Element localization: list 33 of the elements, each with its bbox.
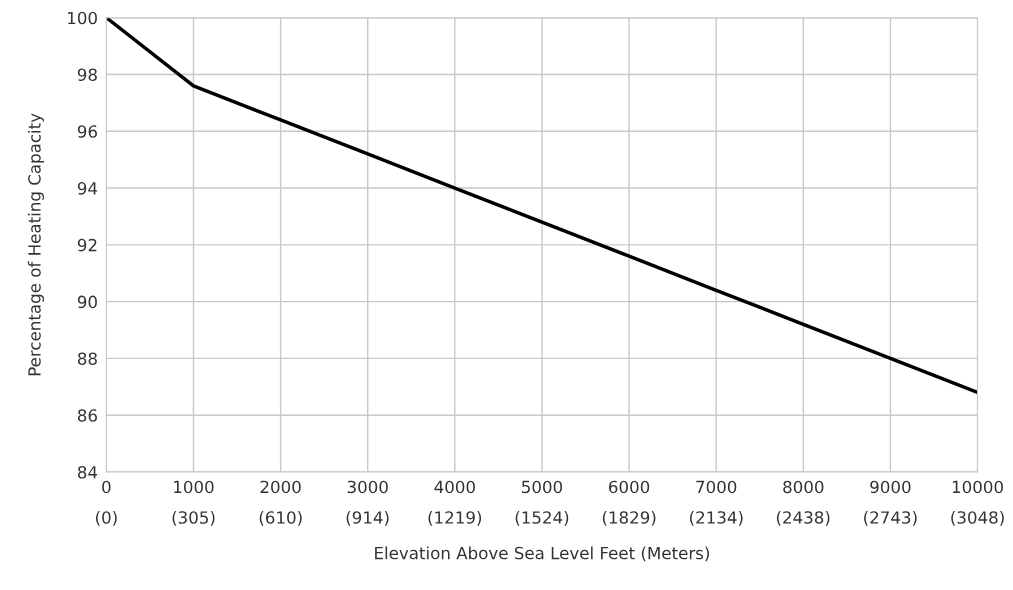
x-tick-label: 5000 — [522, 480, 563, 494]
x2-tick-label: (0) — [95, 510, 117, 526]
x-axis-title: Elevation Above Sea Level Feet (Meters) — [375, 546, 709, 562]
x-tick-label: 2000 — [260, 480, 301, 494]
x2-tick-label: (2134) — [690, 510, 743, 526]
x2-tick-label: (610) — [259, 510, 302, 526]
x-tick-label: 1000 — [174, 480, 214, 494]
y-tick-label: 94 — [77, 182, 98, 195]
x2-tick-label: (3048) — [951, 510, 1004, 526]
x-tick-label: 9000 — [870, 480, 911, 494]
x2-tick-label: (1524) — [515, 510, 569, 526]
x-tick-label: 4000 — [434, 480, 475, 494]
y-tick-label: 96 — [77, 125, 97, 138]
x-tick-label: 0 — [102, 480, 111, 494]
y-tick-label: 86 — [77, 409, 97, 422]
y-tick-label: 92 — [77, 238, 97, 252]
y-tick-label: 98 — [77, 68, 97, 82]
x2-tick-label: (914) — [346, 510, 389, 526]
x2-tick-label: (1219) — [428, 510, 482, 526]
x2-tick-label: (1829) — [602, 510, 656, 526]
y-tick-label: 90 — [77, 295, 97, 309]
x-tick-label: 8000 — [783, 480, 824, 494]
x-tick-label: 3000 — [347, 480, 388, 494]
x2-tick-label: (305) — [172, 510, 215, 526]
x2-tick-label: (2743) — [864, 510, 917, 526]
x2-tick-label: (2438) — [776, 510, 830, 526]
y-tick-label: 100 — [68, 11, 97, 25]
x-tick-label: 6000 — [609, 480, 650, 494]
x-tick-label: 10000 — [952, 480, 1003, 494]
x-tick-label: 7000 — [696, 480, 737, 494]
y-tick-label: 84 — [77, 465, 98, 479]
y-tick-label: 88 — [77, 352, 97, 365]
y-axis-title: Percentage of Heating Capacity — [27, 113, 44, 376]
